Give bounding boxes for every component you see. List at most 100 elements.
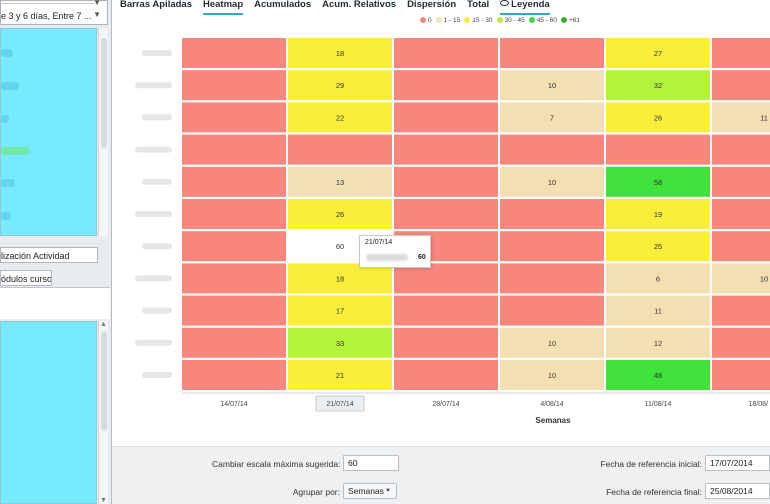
scale-max-input[interactable]: 60: [343, 455, 399, 471]
heatmap-cell[interactable]: [500, 70, 604, 101]
heatmap-cell[interactable]: [712, 231, 770, 262]
tab-total[interactable]: Total: [467, 0, 489, 12]
list-item[interactable]: [1, 115, 9, 123]
tab-course-modules[interactable]: ódulos curso: [0, 270, 52, 286]
tab-heatmap[interactable]: Heatmap: [203, 0, 244, 15]
heatmap-cell[interactable]: [712, 134, 770, 165]
heatmap-cell[interactable]: [394, 102, 498, 133]
heatmap-cell[interactable]: [500, 327, 604, 358]
heatmap-cell[interactable]: [712, 38, 770, 68]
heatmap-cell[interactable]: [500, 102, 604, 133]
list-item[interactable]: [1, 49, 13, 57]
heatmap-cell[interactable]: [288, 166, 392, 197]
scrollbar-thumb[interactable]: [101, 331, 107, 431]
heatmap-cell[interactable]: [712, 166, 770, 197]
heatmap-cell[interactable]: [500, 166, 604, 197]
ref-start-date-input[interactable]: 17/07/2014: [705, 455, 770, 471]
heatmap-cell[interactable]: [182, 166, 286, 197]
students-list[interactable]: [0, 28, 97, 236]
heatmap-cell[interactable]: [394, 166, 498, 197]
filter-select-value: e 3 y 6 días, Entre 7 ...: [1, 11, 92, 21]
heatmap-cell[interactable]: [500, 134, 604, 165]
heatmap-cell[interactable]: [500, 263, 604, 294]
modules-list[interactable]: [0, 321, 97, 504]
tab-acumulados[interactable]: Acumulados: [254, 0, 311, 12]
filter-select[interactable]: ▼ e 3 y 6 días, Entre 7 ... ▼: [0, 0, 108, 25]
heatmap-cell[interactable]: [606, 263, 710, 294]
heatmap-cell[interactable]: [606, 38, 710, 68]
x-tick-label: 28/07/14: [432, 401, 459, 408]
heatmap-cell[interactable]: [606, 360, 710, 390]
heatmap-cell[interactable]: [606, 327, 710, 358]
students-list-scrollbar[interactable]: [98, 28, 108, 236]
list-item[interactable]: [1, 147, 29, 155]
heatmap-cell[interactable]: [606, 70, 710, 101]
cell-value-label: 32: [654, 81, 662, 90]
ref-end-date-input[interactable]: 25/08/2014: [705, 483, 770, 499]
heatmap-cell[interactable]: [182, 199, 286, 229]
heatmap-cell[interactable]: [288, 102, 392, 133]
heatmap-cell[interactable]: [182, 38, 286, 68]
heatmap-legend: 0 1 - 15 15 - 30 30 - 45 45 - 60 +61: [420, 15, 584, 25]
heatmap-cell[interactable]: [182, 134, 286, 165]
heatmap-cell[interactable]: [182, 231, 286, 262]
heatmap-cell[interactable]: [288, 327, 392, 358]
tab-leyenda[interactable]: Leyenda: [500, 0, 550, 15]
heatmap-cell[interactable]: [182, 70, 286, 101]
heatmap-cell[interactable]: [500, 38, 604, 68]
group-by-select[interactable]: Semanas ▼: [343, 483, 397, 499]
heatmap-cell[interactable]: [712, 360, 770, 390]
heatmap-cell[interactable]: [606, 199, 710, 229]
tab-acum-relativos[interactable]: Acum. Relativos: [322, 0, 396, 12]
heatmap-cell[interactable]: [500, 295, 604, 326]
heatmap-cell[interactable]: [394, 38, 498, 68]
tab-label: Barras Apiladas: [120, 0, 192, 10]
heatmap-cell[interactable]: [288, 263, 392, 294]
heatmap-cell[interactable]: [712, 102, 770, 133]
tab-dispersion[interactable]: Dispersión: [407, 0, 456, 12]
heatmap-cell[interactable]: [712, 70, 770, 101]
heatmap-cell[interactable]: [288, 38, 392, 68]
heatmap-cell[interactable]: [712, 199, 770, 229]
heatmap-cell[interactable]: [500, 231, 604, 262]
heatmap-cell[interactable]: [182, 327, 286, 358]
heatmap-cell[interactable]: [288, 295, 392, 326]
heatmap-cell[interactable]: [712, 263, 770, 294]
heatmap-cell[interactable]: [394, 360, 498, 390]
list-item[interactable]: [1, 212, 11, 220]
heatmap-cell[interactable]: [394, 70, 498, 101]
heatmap-cell[interactable]: [182, 263, 286, 294]
heatmap-cell[interactable]: [394, 327, 498, 358]
heatmap-cell[interactable]: [394, 134, 498, 165]
heatmap-cell[interactable]: [182, 295, 286, 326]
tab-barras-apiladas[interactable]: Barras Apiladas: [120, 0, 192, 12]
heatmap-cell[interactable]: [394, 295, 498, 326]
list-item[interactable]: [1, 82, 19, 90]
heatmap-cell[interactable]: [288, 70, 392, 101]
heatmap-cell[interactable]: [182, 102, 286, 133]
heatmap-cell[interactable]: [712, 327, 770, 358]
chevron-down-icon[interactable]: ▼: [100, 497, 107, 504]
tab-activity-visualization[interactable]: lización Actividad: [0, 247, 98, 263]
heatmap-cell[interactable]: [394, 199, 498, 229]
heatmap-cell[interactable]: [606, 134, 710, 165]
heatmap-cell[interactable]: [394, 263, 498, 294]
heatmap-cell[interactable]: [606, 102, 710, 133]
modules-list-scrollbar[interactable]: ▲ ▼: [98, 321, 108, 504]
heatmap-cell[interactable]: [288, 360, 392, 390]
cell-value-label: 10: [548, 371, 556, 380]
heatmap-cell[interactable]: [288, 199, 392, 229]
heatmap-cell[interactable]: [500, 360, 604, 390]
heatmap-cell[interactable]: [288, 134, 392, 165]
tab-label: Acum. Relativos: [322, 0, 397, 10]
heatmap-cell[interactable]: [182, 360, 286, 390]
eye-icon: [500, 0, 510, 6]
scrollbar-thumb[interactable]: [101, 38, 107, 148]
heatmap-cell[interactable]: [606, 295, 710, 326]
heatmap-cell[interactable]: [606, 166, 710, 197]
chevron-up-icon[interactable]: ▲: [100, 321, 107, 328]
list-item[interactable]: [1, 179, 15, 187]
heatmap-cell[interactable]: [500, 199, 604, 229]
heatmap-cell[interactable]: [606, 231, 710, 262]
heatmap-cell[interactable]: [712, 295, 770, 326]
